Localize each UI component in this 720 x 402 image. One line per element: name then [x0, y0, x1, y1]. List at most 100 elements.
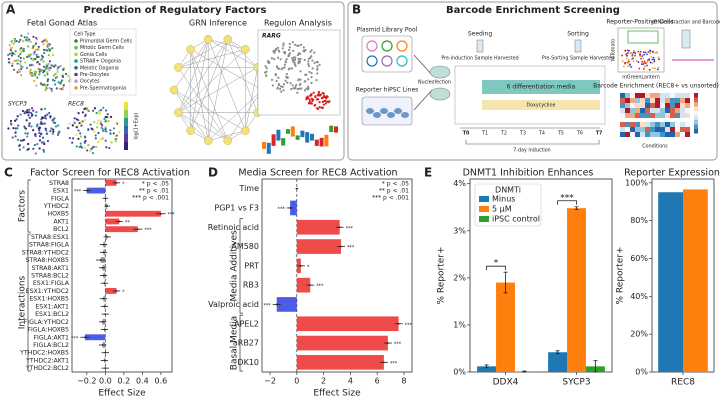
- decor-dot: [310, 76, 313, 79]
- decor-dot: [23, 112, 26, 115]
- heat-cell: [680, 98, 685, 103]
- decor-dot: [34, 114, 37, 117]
- decor-dot: [638, 52, 641, 55]
- decor-dot: [18, 148, 21, 151]
- step-note: Pre-Sorting Sample Harvested: [542, 56, 614, 62]
- decor-dot: [71, 141, 74, 144]
- decor-dot: [61, 68, 65, 71]
- decor-dot: [8, 44, 11, 47]
- heat-cell: [650, 103, 655, 108]
- legend-label: Primordial Germ Cells: [80, 39, 133, 45]
- significance: ***: [390, 361, 398, 367]
- plot-frame: [261, 178, 413, 373]
- decor-dot: [67, 80, 70, 83]
- legend-label: Pre-Spermatogonia: [80, 85, 126, 91]
- timepoint: T1: [481, 131, 488, 137]
- error-bar: [593, 360, 598, 373]
- y-tick-label: 100%: [625, 178, 648, 187]
- decor-dot: [37, 55, 40, 58]
- decor-dot: [657, 66, 660, 69]
- heat-cell: [665, 113, 670, 118]
- significance: ***: [71, 336, 79, 342]
- category-label: ESX1:FIGLA: [33, 280, 70, 287]
- logo-letter: [276, 129, 281, 141]
- significance: ***: [316, 284, 324, 290]
- decor-dot: [24, 132, 27, 135]
- plasmid: [366, 55, 378, 67]
- legend-dot: [74, 66, 78, 70]
- heat-cell: [620, 132, 625, 137]
- network-edge: [190, 39, 209, 131]
- x-tick-label: 2: [321, 377, 326, 386]
- legend-box: [69, 28, 137, 96]
- heat-cell: [675, 113, 680, 118]
- x-tick-label: 0: [294, 377, 299, 386]
- decor-dot: [280, 85, 283, 88]
- legend-dot: [74, 79, 78, 83]
- category-label: AKT1: [53, 218, 69, 225]
- significance: *: [122, 289, 125, 295]
- gene-label: SYCP3: [8, 101, 27, 108]
- decor-dot: [280, 90, 283, 93]
- decor-dot: [51, 64, 54, 67]
- decor-dot: [641, 60, 644, 63]
- network-edge: [173, 89, 246, 131]
- decor-dot: [40, 141, 44, 144]
- decor-dot: [104, 115, 107, 119]
- legend-dot: [74, 39, 78, 43]
- decor-dot: [84, 139, 87, 143]
- decor-dot: [20, 50, 23, 54]
- legend-label: 5 μM: [492, 205, 512, 214]
- point: [106, 236, 109, 238]
- category-label: aRB27: [233, 339, 259, 348]
- arrow: [413, 54, 433, 111]
- decor-dot: [294, 64, 297, 68]
- decor-dot: [311, 67, 314, 70]
- decor-dot: [73, 121, 76, 125]
- decor-dot: [291, 41, 295, 44]
- significance: ***: [168, 212, 176, 218]
- point: [102, 297, 105, 300]
- heat-cell: [650, 108, 655, 113]
- legend-text: ** p < .01: [139, 188, 169, 195]
- decor-dot: [102, 129, 105, 133]
- point: [299, 264, 302, 267]
- legend-label: Oocytes: [80, 79, 100, 85]
- heat-cell: [640, 122, 645, 127]
- decor-dot: [277, 76, 280, 79]
- decor-dot: [634, 54, 636, 57]
- decor-dot: [274, 74, 278, 77]
- heat-cell: [685, 103, 690, 108]
- decor-dot: [629, 52, 632, 55]
- decor-dot: [647, 51, 650, 53]
- decor-dot: [78, 145, 81, 149]
- decor-dot: [37, 127, 40, 130]
- decor-dot: [37, 45, 40, 48]
- decor-dot: [83, 141, 86, 144]
- heat-cell: [640, 113, 645, 118]
- decor-dot: [626, 57, 628, 60]
- heat-cell: [655, 127, 660, 132]
- decor-dot: [46, 64, 49, 68]
- x-tick-label: 0.4: [136, 377, 149, 386]
- decor-dot: [67, 127, 70, 130]
- significance-bracket: [557, 200, 577, 205]
- decor-dot: [32, 129, 35, 132]
- decor-dot: [86, 108, 90, 112]
- heat-cell: [655, 103, 660, 108]
- heat-cell: [630, 108, 635, 113]
- plasmid: [396, 55, 408, 67]
- bar: [296, 316, 399, 332]
- decor-dot: [21, 109, 25, 113]
- decor-dot: [97, 111, 100, 114]
- decor-dot: [35, 84, 38, 87]
- heat-cell: [670, 98, 675, 103]
- heat-cell: [625, 98, 630, 103]
- decor-dot: [321, 91, 324, 95]
- decor-dot: [34, 48, 37, 51]
- bar: [296, 355, 384, 370]
- x-tick-label: −0.2: [77, 377, 96, 386]
- decor-dot: [304, 80, 307, 83]
- decor-dot: [44, 38, 48, 41]
- decor-dot: [41, 136, 45, 139]
